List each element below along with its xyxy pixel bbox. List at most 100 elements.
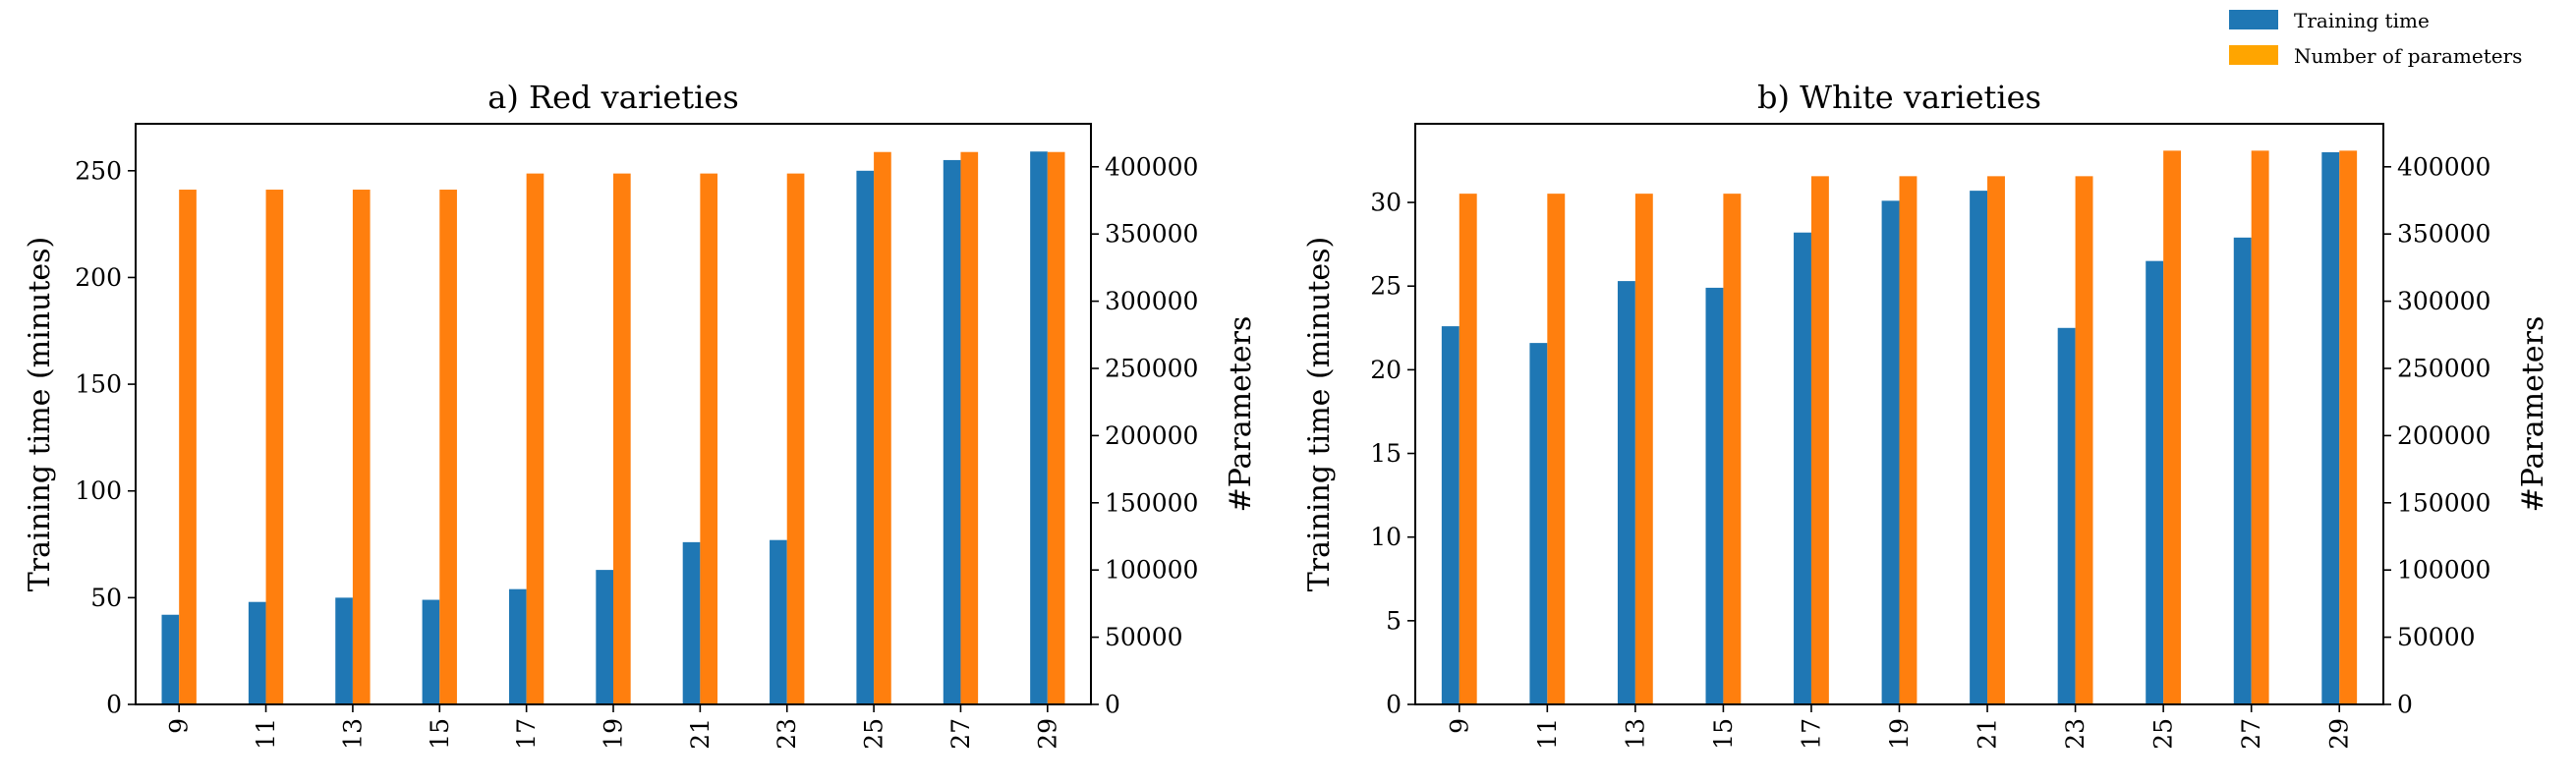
y2-axis-title: #Parameters (2516, 316, 2550, 513)
bar-training-time-27 (2233, 237, 2252, 705)
bar-number-of-parameters-27 (960, 151, 979, 704)
bar-number-of-parameters-17 (526, 173, 544, 705)
y-tick-label-150: 150 (75, 370, 122, 399)
x-tick-label-13: 13 (1621, 718, 1649, 750)
x-tick-label-23: 23 (2061, 718, 2089, 750)
bar-training-time-13 (335, 597, 353, 704)
x-tick-label-21: 21 (1974, 718, 2002, 750)
bar-training-time-21 (682, 541, 701, 704)
y2-tick-label-150000: 150000 (2397, 488, 2490, 517)
y-tick-label-5: 5 (1386, 606, 1402, 635)
x-tick-label-17: 17 (1797, 718, 1825, 750)
x-tick-label-13: 13 (338, 718, 367, 750)
x-tick-label-19: 19 (1885, 718, 1914, 750)
y-tick-label-20: 20 (1370, 356, 1402, 384)
x-tick-label-19: 19 (600, 718, 628, 750)
y2-tick-label-150000: 150000 (1105, 488, 1198, 517)
y2-tick-label-300000: 300000 (2397, 287, 2490, 315)
bar-number-of-parameters-29 (1047, 151, 1065, 704)
bar-training-time-19 (596, 570, 613, 704)
bar-number-of-parameters-25 (2163, 150, 2182, 705)
bar-training-time-15 (1705, 287, 1724, 704)
bar-number-of-parameters-19 (613, 173, 631, 705)
legend-label-number-of-parameters: Number of parameters (2294, 44, 2522, 68)
bar-training-time-25 (2146, 260, 2164, 704)
legend: Training time Number of parameters (2229, 9, 2522, 68)
bar-number-of-parameters-23 (786, 173, 805, 705)
legend-swatch-number-of-parameters (2229, 45, 2278, 65)
bar-training-time-23 (2057, 327, 2076, 704)
y2-tick-label-200000: 200000 (1105, 421, 1198, 450)
bar-number-of-parameters-13 (352, 190, 371, 704)
y2-tick-label-250000: 250000 (2397, 354, 2490, 382)
x-tick-label-29: 29 (2325, 718, 2354, 750)
x-tick-label-15: 15 (426, 718, 454, 750)
y2-tick-label-350000: 350000 (2397, 220, 2490, 249)
y2-tick-label-0: 0 (2397, 691, 2413, 719)
bar-number-of-parameters-15 (439, 190, 457, 704)
bar-training-time-11 (1529, 343, 1548, 704)
y2-tick-label-300000: 300000 (1105, 287, 1198, 315)
x-tick-label-25: 25 (2149, 718, 2178, 750)
x-tick-label-21: 21 (686, 718, 715, 750)
y-tick-label-0: 0 (1386, 691, 1402, 719)
x-tick-label-27: 27 (2237, 718, 2265, 750)
bar-training-time-27 (943, 159, 961, 704)
y2-tick-label-50000: 50000 (1105, 623, 1183, 651)
bar-training-time-15 (422, 599, 440, 704)
y2-tick-label-400000: 400000 (1105, 152, 1198, 181)
x-tick-label-23: 23 (773, 718, 801, 750)
chart-title: b) White varieties (1757, 79, 2041, 116)
x-tick-label-9: 9 (165, 718, 194, 734)
y-axis-title: Training time (minutes) (1302, 237, 1337, 592)
plot-frame (135, 123, 1092, 705)
bar-training-time-29 (1030, 151, 1048, 704)
y-axis-title: Training time (minutes) (23, 237, 57, 592)
y-tick-label-30: 30 (1370, 189, 1402, 217)
y2-tick-label-100000: 100000 (2397, 556, 2490, 585)
bar-number-of-parameters-29 (2339, 150, 2358, 705)
x-tick-label-25: 25 (860, 718, 888, 750)
bar-number-of-parameters-25 (874, 151, 891, 704)
bar-number-of-parameters-11 (1547, 194, 1566, 704)
y-tick-label-50: 50 (90, 584, 122, 612)
bar-training-time-13 (1617, 281, 1635, 704)
y-tick-label-100: 100 (75, 476, 122, 505)
y2-tick-label-100000: 100000 (1105, 556, 1198, 585)
bar-training-time-25 (856, 170, 875, 705)
x-tick-label-29: 29 (1033, 718, 1061, 750)
bar-number-of-parameters-17 (1810, 176, 1829, 704)
y-tick-label-250: 250 (75, 156, 122, 185)
y-tick-label-200: 200 (75, 263, 122, 292)
bar-number-of-parameters-9 (1459, 194, 1477, 704)
x-tick-label-27: 27 (946, 718, 975, 750)
bar-training-time-9 (161, 614, 180, 704)
bar-number-of-parameters-23 (2075, 176, 2093, 704)
bar-number-of-parameters-11 (265, 190, 284, 704)
chart-red-varieties: 9 11 13 15 17 19 21 23 25 27 29 0 50 100 150 200 250 0 500… (23, 79, 1258, 750)
chart-white-varieties: 9 11 13 15 17 19 21 23 25 27 29 0 5 10 15 20 25 30 0 50000 1… (1302, 79, 2550, 750)
bar-training-time-11 (248, 601, 266, 704)
y2-tick-label-200000: 200000 (2397, 421, 2490, 450)
bar-training-time-21 (1970, 191, 1988, 704)
legend-label-training-time: Training time (2294, 9, 2430, 32)
bar-number-of-parameters-9 (179, 190, 197, 704)
y-tick-label-10: 10 (1370, 523, 1402, 551)
y2-tick-label-400000: 400000 (2397, 152, 2490, 181)
y2-tick-label-350000: 350000 (1105, 220, 1198, 249)
plot-frame (1414, 123, 2384, 705)
bar-training-time-17 (1794, 232, 1811, 704)
y-tick-label-0: 0 (106, 691, 122, 719)
x-tick-label-9: 9 (1445, 718, 1473, 734)
bar-training-time-9 (1441, 326, 1460, 704)
bar-training-time-17 (508, 588, 527, 704)
bar-number-of-parameters-13 (1634, 194, 1653, 704)
y-tick-label-25: 25 (1370, 272, 1402, 301)
bar-number-of-parameters-15 (1723, 194, 1742, 704)
x-tick-label-17: 17 (512, 718, 541, 750)
y2-axis-title: #Parameters (1224, 316, 1258, 513)
bar-number-of-parameters-21 (1987, 176, 2005, 704)
y2-tick-label-50000: 50000 (2397, 623, 2476, 651)
y-tick-label-15: 15 (1370, 439, 1402, 468)
